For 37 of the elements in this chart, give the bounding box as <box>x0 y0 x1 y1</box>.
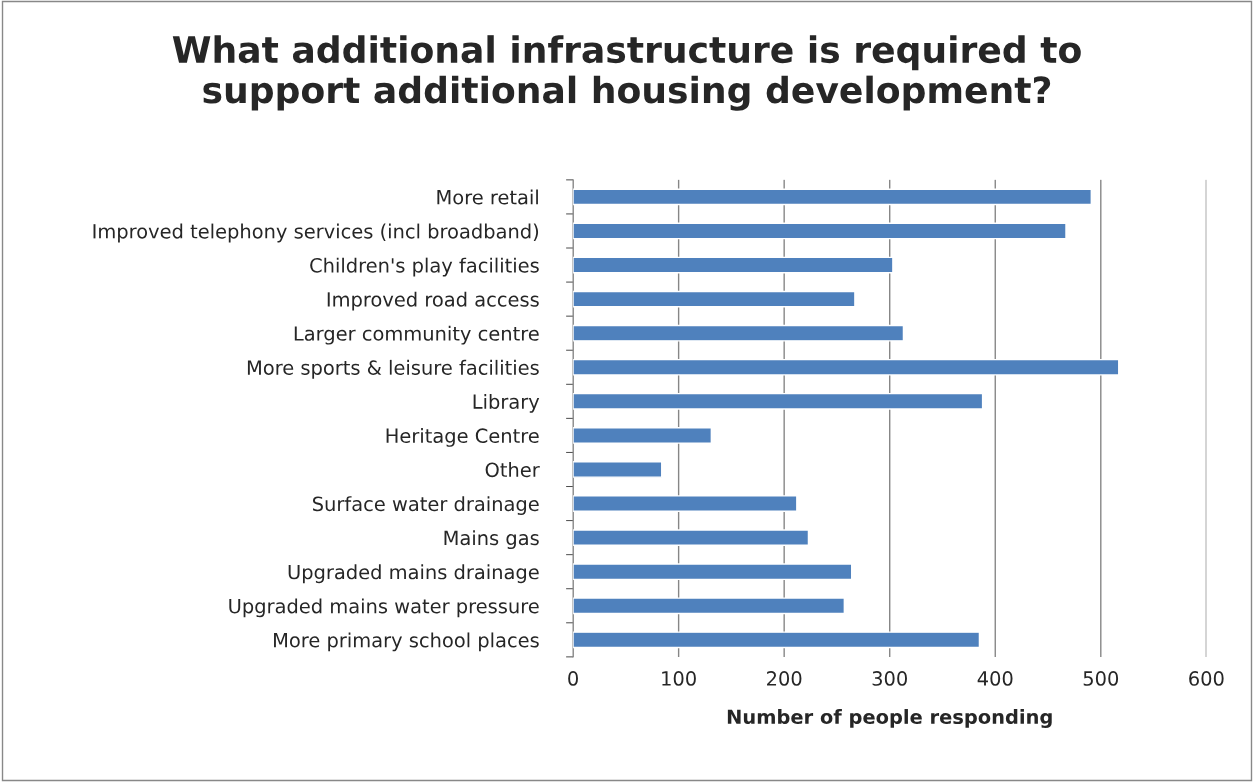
bar <box>573 563 853 581</box>
x-axis-title: Number of people responding <box>727 709 1052 728</box>
y-tick-label: Heritage Centre <box>386 428 539 447</box>
y-tick-label: More primary school places <box>274 632 539 652</box>
bar <box>573 358 1120 376</box>
y-tick-label: Mains gas <box>444 530 539 550</box>
y-tick-label: Upgraded mains drainage <box>288 564 539 584</box>
x-tick-label: 600 <box>1189 671 1224 686</box>
x-tick-label: 100 <box>662 671 696 686</box>
bar <box>573 188 1092 206</box>
bar <box>573 324 905 342</box>
x-tick-label: 200 <box>767 671 802 686</box>
bar <box>573 290 856 308</box>
x-tick-label: 400 <box>977 671 1013 686</box>
y-tick-label: Other <box>485 462 540 478</box>
bar <box>573 427 713 444</box>
bar <box>573 256 894 274</box>
chart-title: What additional infrastructure is required to support additional housing development? <box>172 35 1081 111</box>
x-tick-label: 500 <box>1083 671 1119 686</box>
bar <box>573 461 663 478</box>
y-tick-label: Children's play facilities <box>310 257 539 277</box>
y-tick-label: Library <box>473 393 540 413</box>
x-tick-label: 0 <box>568 671 578 686</box>
y-tick-label: Improved telephony services (incl broadband) <box>93 223 539 243</box>
bar <box>573 495 798 512</box>
bar <box>573 529 810 546</box>
y-tick-label: More sports & leisure facilities <box>247 359 539 379</box>
bar <box>573 631 981 649</box>
y-tick-label: Surface water drainage <box>312 496 539 515</box>
y-tick-label: Upgraded mains water pressure <box>229 598 539 618</box>
bar <box>573 222 1067 240</box>
x-tick-label: 300 <box>872 671 907 686</box>
bar <box>573 597 846 615</box>
y-tick-label: Improved road access <box>327 291 539 311</box>
y-tick-label: More retail <box>437 189 538 205</box>
bar <box>573 392 984 410</box>
y-tick-label: Larger community centre <box>294 325 539 345</box>
